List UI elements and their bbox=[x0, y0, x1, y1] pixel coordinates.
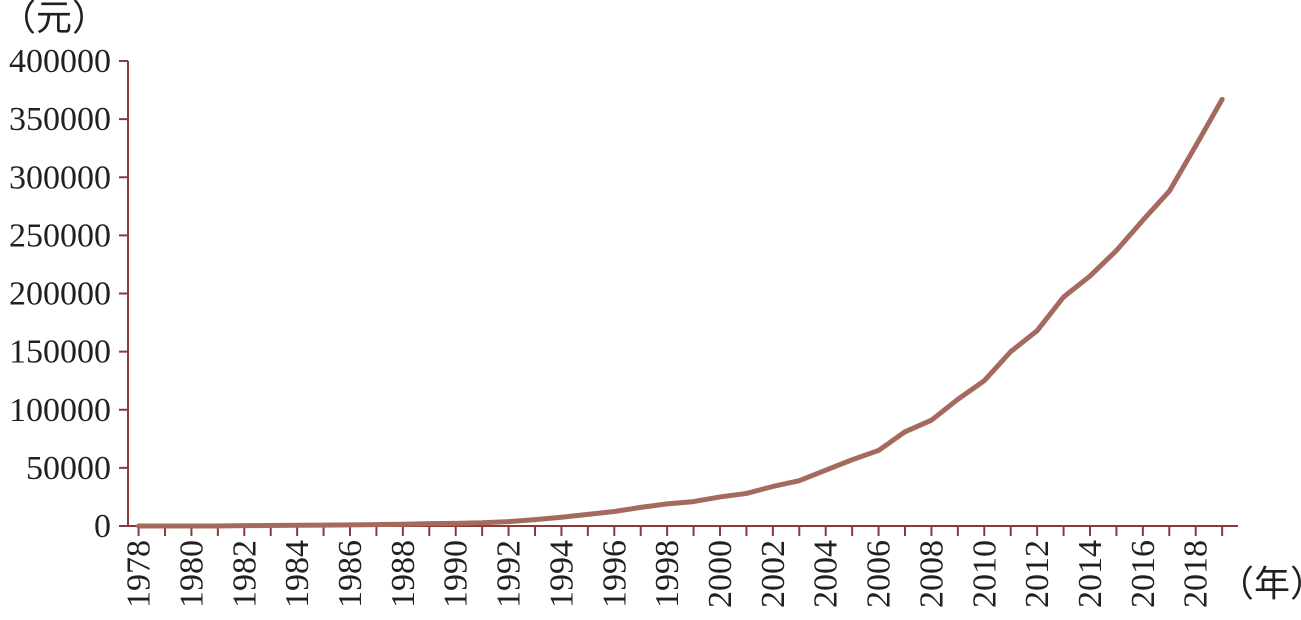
y-tick-label: 350000 bbox=[9, 101, 111, 138]
x-tick-label: 1986 bbox=[332, 540, 369, 608]
x-tick-label: 2004 bbox=[808, 540, 845, 608]
x-tick-label: 1978 bbox=[121, 540, 158, 608]
series-line bbox=[136, 96, 1225, 529]
y-tick-label: 400000 bbox=[9, 43, 111, 80]
y-tick-label: 250000 bbox=[9, 217, 111, 254]
x-tick-label: 2006 bbox=[861, 540, 898, 608]
y-tick-label: 200000 bbox=[9, 276, 111, 313]
x-tick-label: 1990 bbox=[438, 540, 475, 608]
y-tick-label: 0 bbox=[94, 508, 111, 545]
x-axis-unit-label: （年） bbox=[1218, 564, 1301, 604]
y-tick-label: 50000 bbox=[26, 450, 111, 487]
x-tick-label: 1984 bbox=[279, 540, 316, 608]
x-tick-label: 2010 bbox=[966, 540, 1003, 608]
x-tick-label: 1988 bbox=[385, 540, 422, 608]
y-axis-unit-label: （元） bbox=[0, 0, 108, 38]
x-tick-label: 1998 bbox=[649, 540, 686, 608]
y-tick-label: 300000 bbox=[9, 159, 111, 196]
x-tick-label: 2014 bbox=[1072, 540, 1109, 608]
x-tick-label: 1992 bbox=[491, 540, 528, 608]
y-tick-label: 150000 bbox=[9, 334, 111, 371]
x-tick-label: 2008 bbox=[913, 540, 950, 608]
x-tick-label: 2018 bbox=[1178, 540, 1215, 608]
y-tick-label: 100000 bbox=[9, 392, 111, 429]
x-tick-label: 2000 bbox=[702, 540, 739, 608]
x-tick-label: 2016 bbox=[1125, 540, 1162, 608]
x-tick-label: 1980 bbox=[173, 540, 210, 608]
x-tick-label: 1996 bbox=[596, 540, 633, 608]
x-tick-label: 1994 bbox=[543, 540, 580, 608]
x-tick-label: 2012 bbox=[1019, 540, 1056, 608]
x-tick-label: 2002 bbox=[755, 540, 792, 608]
x-tick-label: 1982 bbox=[226, 540, 263, 608]
